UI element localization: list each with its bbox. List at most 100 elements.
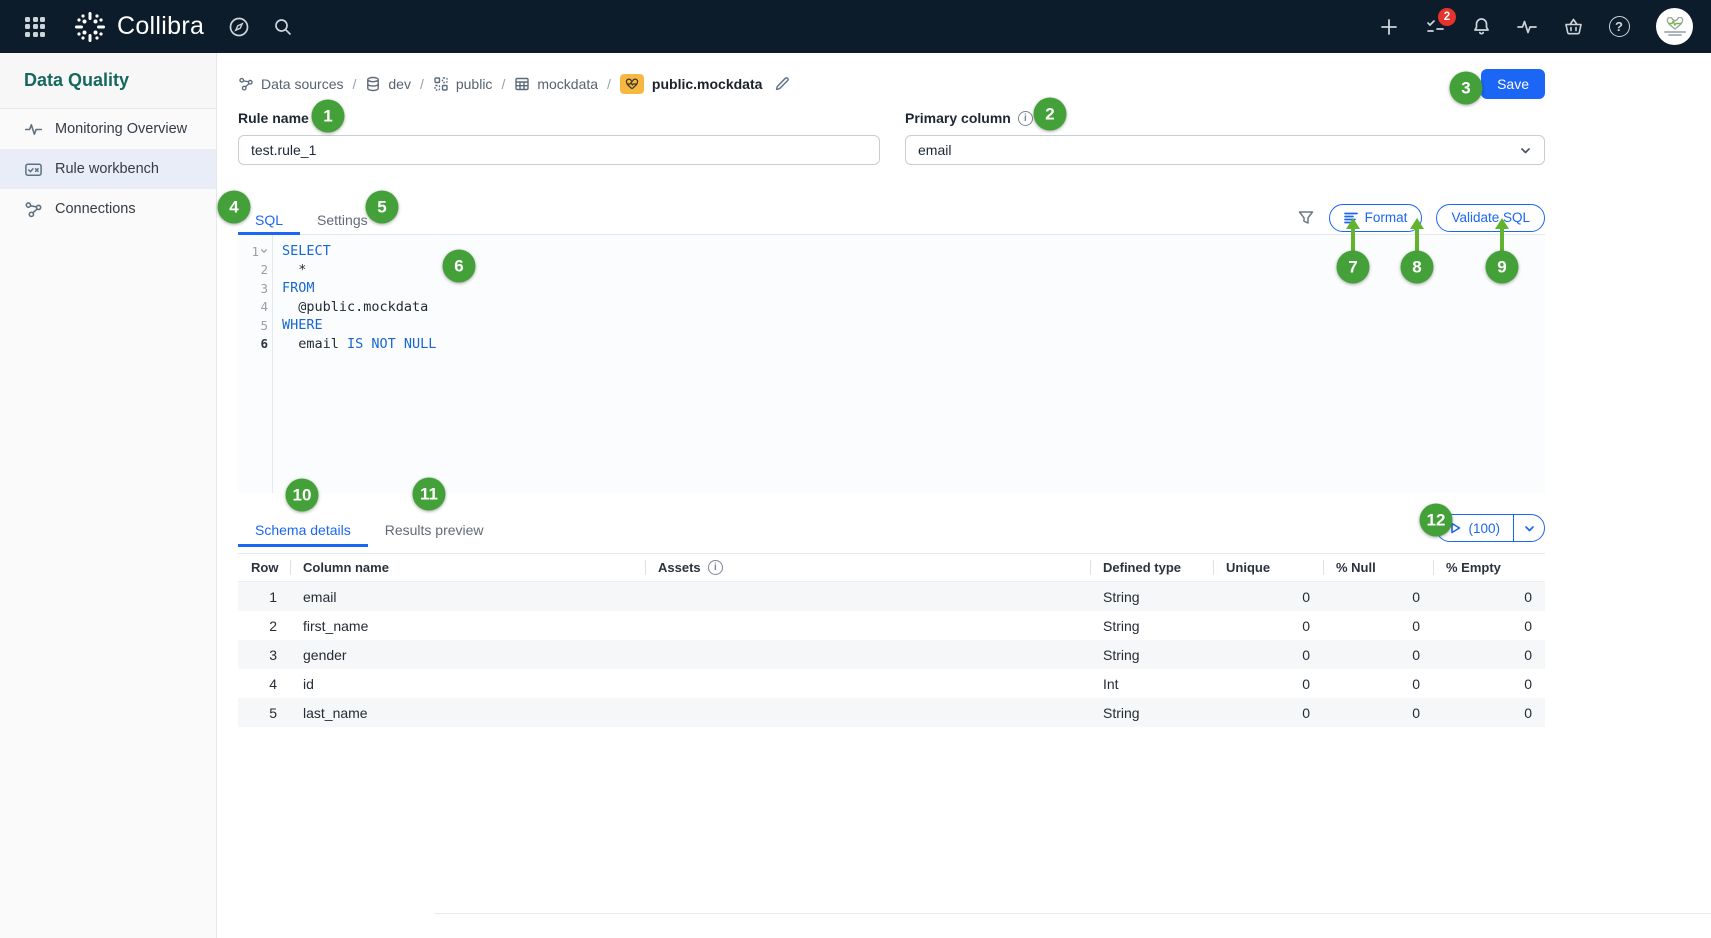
line-number: 1 [238,244,272,259]
header-empty-pct: % Empty [1433,554,1545,581]
sidebar: Data Quality Monitoring Overview Rule wo… [0,53,217,938]
avatar[interactable] [1656,8,1693,45]
collibra-logo-icon [72,9,108,45]
results-tabs: Schema details Results preview [238,513,501,547]
basket-icon[interactable] [1556,10,1590,44]
tab-schema-details[interactable]: Schema details [238,513,368,547]
breadcrumb-separator: / [352,76,356,92]
sidebar-item-label: Rule workbench [55,161,159,177]
line-number: 5 [238,318,272,333]
bell-icon[interactable] [1464,10,1498,44]
run-options-chevron-icon[interactable] [1514,515,1544,541]
content-bottom-divider [434,913,1711,914]
rule-name-label: Rule name [238,107,880,129]
table-row: 5 last_name String 0 0 0 [238,698,1545,727]
header-defined-type: Defined type [1090,554,1213,581]
line-number: 3 [238,281,272,296]
tab-results-preview[interactable]: Results preview [368,513,501,547]
sidebar-item-monitoring-overview[interactable]: Monitoring Overview [0,109,216,149]
rule-workbench-icon [24,160,43,179]
code-line-3: 3 FROM [238,279,1545,298]
tasks-count-badge: 2 [1438,8,1456,26]
line-number: 6 [238,336,272,351]
sidebar-item-label: Monitoring Overview [55,121,187,137]
main-panel: Data sources / dev / public [217,53,1711,938]
code-line-2: 2 * [238,261,1545,280]
compass-icon[interactable] [222,10,256,44]
info-icon[interactable]: i [1018,111,1033,126]
validate-sql-button[interactable]: Validate SQL [1436,204,1545,232]
table-row: 1 email String 0 0 0 [238,582,1545,611]
format-align-icon [1344,212,1358,224]
primary-column-field-group: Primary column i email [905,107,1545,165]
page-title: public.mockdata [652,76,762,92]
gutter-divider [272,235,273,493]
activity-icon [24,120,43,139]
breadcrumb-separator: / [607,76,611,92]
primary-column-value: email [918,142,951,158]
header-column-name: Column name [290,554,645,581]
breadcrumb-current: public.mockdata [620,74,790,94]
apps-grid-icon[interactable] [18,10,52,44]
header-row: Row [238,554,290,581]
breadcrumb: Data sources / dev / public [238,74,790,94]
table-row: 2 first_name String 0 0 0 [238,611,1545,640]
table-header-row: Row Column name Assets i Defined type Un… [238,554,1545,582]
tasks-icon[interactable]: 2 [1418,10,1452,44]
breadcrumb-separator: / [501,76,505,92]
sidebar-title: Data Quality [0,53,216,109]
header-unique: Unique [1213,554,1323,581]
share-nodes-icon [24,200,43,219]
sidebar-item-connections[interactable]: Connections [0,189,216,229]
heart-pulse-icon [625,78,639,90]
breadcrumb-separator: / [420,76,424,92]
code-line-4: 4 @public.mockdata [238,298,1545,317]
play-icon [1450,522,1461,534]
breadcrumb-public[interactable]: public [433,76,493,92]
header-assets: Assets i [645,554,1090,581]
share-nodes-icon [238,76,254,92]
sidebar-item-rule-workbench[interactable]: Rule workbench [0,149,216,189]
line-number: 4 [238,299,272,314]
rule-asset-chip [620,74,644,94]
code-line-6: 6 email IS NOT NULL [238,335,1545,354]
rule-name-field-group: Rule name [238,107,880,165]
table-grid-icon [514,76,530,92]
code-line-5: 5 WHERE [238,316,1545,335]
save-button[interactable]: Save [1481,69,1545,99]
primary-column-select[interactable]: email [905,135,1545,165]
breadcrumb-data-sources[interactable]: Data sources [238,76,343,92]
database-icon [365,76,381,92]
format-button[interactable]: Format [1329,204,1423,232]
brand-wordmark: Collibra [117,12,204,41]
breadcrumb-dev[interactable]: dev [365,76,411,92]
info-icon[interactable]: i [708,560,723,575]
help-icon[interactable]: ? [1602,10,1636,44]
fold-chevron-icon[interactable] [260,247,268,255]
breadcrumb-mockdata[interactable]: mockdata [514,76,598,92]
activity-icon[interactable] [1510,10,1544,44]
collibra-brand[interactable]: Collibra [72,9,204,45]
filter-funnel-icon[interactable] [1297,209,1315,227]
top-navbar: Collibra 2 [0,0,1711,53]
schema-icon [433,76,449,92]
line-number: 2 [238,262,272,277]
code-line-1: 1 SELECT [238,242,1545,261]
edit-pencil-icon[interactable] [774,76,790,92]
create-plus-icon[interactable] [1372,10,1406,44]
table-row: 4 id Int 0 0 0 [238,669,1545,698]
rule-name-input[interactable] [238,135,880,165]
tab-sql[interactable]: SQL [238,205,300,234]
sidebar-item-label: Connections [55,201,136,217]
table-row: 3 gender String 0 0 0 [238,640,1545,669]
primary-column-label: Primary column i [905,107,1545,129]
search-icon[interactable] [266,10,300,44]
run-split-button: (100) [1436,514,1545,542]
run-button[interactable]: (100) [1437,515,1514,541]
sql-editor[interactable]: 1 SELECT 2 * 3 FROM 4 @public.mockdata 5 [238,235,1545,493]
schema-details-table: Row Column name Assets i Defined type Un… [238,553,1545,727]
tab-settings[interactable]: Settings [300,205,385,234]
chevron-down-icon [1519,144,1532,157]
sql-settings-tabs: SQL Settings [238,205,385,234]
header-null-pct: % Null [1323,554,1433,581]
